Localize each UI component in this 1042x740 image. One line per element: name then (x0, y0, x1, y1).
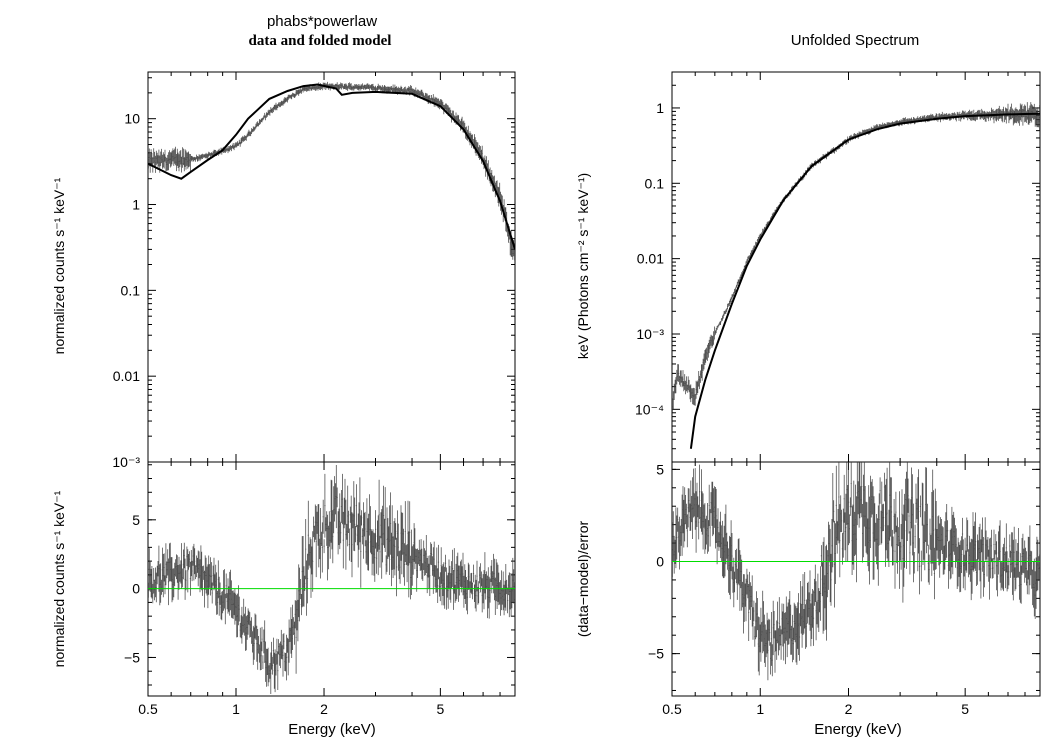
y-tick-label: 5 (132, 512, 140, 528)
data-error-bars (148, 81, 515, 261)
plot-area (672, 102, 1040, 449)
y-tick-label: 1 (132, 197, 140, 213)
x-tick-label: 2 (845, 701, 853, 717)
right-top-panel: 10⁻⁴ 10⁻³ 0.01 0.1 1 (635, 71, 1041, 463)
y-tick-label: 10 (124, 111, 140, 127)
right-top-y-label: keV (Photons cm⁻² s⁻¹ keV⁻¹) (575, 173, 591, 359)
x-tick-label: 5 (436, 701, 444, 717)
left-bottom-y-label: normalized counts s⁻¹ keV⁻¹ (51, 490, 67, 667)
y-tick-label: 10⁻³ (112, 454, 140, 470)
left-model-title: phabs*powerlaw (267, 13, 377, 30)
model-line (689, 112, 1040, 449)
y-tick-label: 0.01 (637, 251, 664, 267)
data-error-bars (148, 465, 515, 694)
x-tick-label: 1 (756, 701, 764, 717)
y-tick-label: 1 (656, 100, 664, 116)
data-error-bars (672, 462, 1040, 681)
x-tick-label: 2 (320, 701, 328, 717)
y-tick-label: 5 (656, 461, 664, 477)
right-title: Unfolded Spectrum (791, 32, 919, 49)
left-bottom-panel: 0.5 1 2 5 −5 0 5 (124, 461, 516, 717)
x-tick-label: 0.5 (662, 701, 682, 717)
y-tick-label: 0.01 (113, 368, 140, 384)
y-tick-label: 10⁻⁴ (635, 401, 664, 417)
y-tick-label: 0 (656, 553, 664, 569)
model-line (148, 83, 515, 250)
y-tick-label: −5 (648, 646, 664, 662)
data-error-bars (672, 102, 1040, 412)
y-tick-label: −5 (124, 649, 140, 665)
right-bottom-panel: 0.5 1 2 5 −5 0 5 (648, 461, 1041, 717)
x-tick-label: 5 (961, 701, 969, 717)
plot-frame (147, 71, 516, 463)
left-top-panel: 10⁻³ 0.01 0.1 1 10 (112, 71, 516, 470)
plot-frame (147, 461, 516, 697)
right-x-axis-label: Energy (keV) (814, 721, 902, 738)
x-tick-label: 0.5 (138, 701, 158, 717)
right-bottom-y-label: (data−model)/error (575, 520, 591, 637)
left-sub-title: data and folded model (249, 33, 392, 49)
plot-area (148, 81, 515, 261)
y-tick-label: 0 (132, 581, 140, 597)
plot-area (148, 465, 515, 694)
x-tick-label: 1 (232, 701, 240, 717)
plot-frame (671, 71, 1041, 463)
left-top-y-label: normalized counts s⁻¹ keV⁻¹ (51, 177, 67, 354)
y-tick-label: 0.1 (645, 175, 665, 191)
y-tick-label: 0.1 (121, 282, 141, 298)
left-x-axis-label: Energy (keV) (288, 721, 376, 738)
y-tick-label: 10⁻³ (636, 326, 664, 342)
plot-area (672, 462, 1040, 681)
